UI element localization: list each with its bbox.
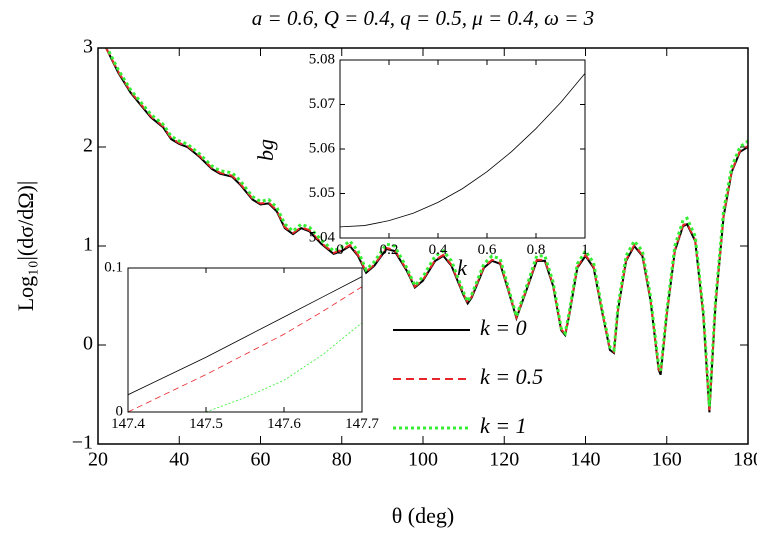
series-line bbox=[128, 276, 362, 396]
x-tick-label: 1 bbox=[581, 242, 589, 258]
x-tick-label: 140 bbox=[571, 449, 601, 471]
x-tick-label: 0.6 bbox=[478, 242, 497, 258]
x-tick-label: 100 bbox=[408, 449, 438, 471]
y-tick-label: 5.08 bbox=[309, 51, 335, 67]
x-tick-label: 0.4 bbox=[429, 242, 448, 258]
x-axis-label: θ (deg) bbox=[392, 503, 454, 528]
plot-frame bbox=[97, 47, 749, 445]
x-tick-label: 120 bbox=[489, 449, 519, 471]
series-line bbox=[340, 73, 585, 228]
y-tick-label: 0 bbox=[83, 333, 93, 355]
x-tick-label: 147.5 bbox=[189, 416, 223, 432]
y-tick-label: 5.06 bbox=[309, 140, 336, 156]
y-tick-label: 2 bbox=[83, 135, 93, 157]
y-tick-label: 0.1 bbox=[104, 259, 123, 275]
x-tick-label: 0.2 bbox=[380, 242, 399, 258]
x-tick-label: 0 bbox=[336, 242, 344, 258]
plot-frame bbox=[127, 267, 363, 413]
y-tick-label: −1 bbox=[72, 432, 93, 454]
legend-label: k = 1 bbox=[480, 413, 527, 438]
inset-background bbox=[128, 268, 362, 412]
x-tick-label: 40 bbox=[169, 449, 189, 471]
y-tick-label: 0 bbox=[116, 403, 124, 419]
y-tick-label: 1 bbox=[83, 234, 93, 256]
y-tick-label: 5.07 bbox=[309, 96, 336, 112]
y-tick-label: 5.05 bbox=[309, 185, 335, 201]
x-tick-label: 147.4 bbox=[111, 416, 145, 432]
y-tick-label: 5.04 bbox=[309, 229, 336, 245]
inset-background bbox=[340, 60, 585, 238]
series-line bbox=[128, 286, 362, 412]
x-tick-label: 147.7 bbox=[345, 416, 379, 432]
x-tick-label: 80 bbox=[332, 449, 352, 471]
y-tick-label: 3 bbox=[83, 36, 93, 58]
legend-label: k = 0.5 bbox=[480, 364, 543, 389]
y-axis-label: bg bbox=[253, 139, 278, 161]
x-tick-label: 160 bbox=[652, 449, 682, 471]
x-axis-label: k bbox=[457, 255, 468, 280]
plot-frame bbox=[339, 59, 586, 239]
x-tick-label: 20 bbox=[88, 449, 108, 471]
x-tick-label: 180 bbox=[733, 449, 757, 471]
chart-title: a = 0.6, Q = 0.4, q = 0.5, μ = 0.4, ω = … bbox=[252, 6, 594, 30]
x-tick-label: 147.6 bbox=[267, 416, 301, 432]
series-line bbox=[205, 322, 362, 412]
series-line bbox=[105, 48, 748, 407]
x-tick-label: 60 bbox=[251, 449, 271, 471]
y-axis-label: Log₁₀|(dσ/dΩ)| bbox=[13, 181, 38, 312]
legend-label: k = 0 bbox=[480, 315, 527, 340]
x-tick-label: 0.8 bbox=[527, 242, 546, 258]
